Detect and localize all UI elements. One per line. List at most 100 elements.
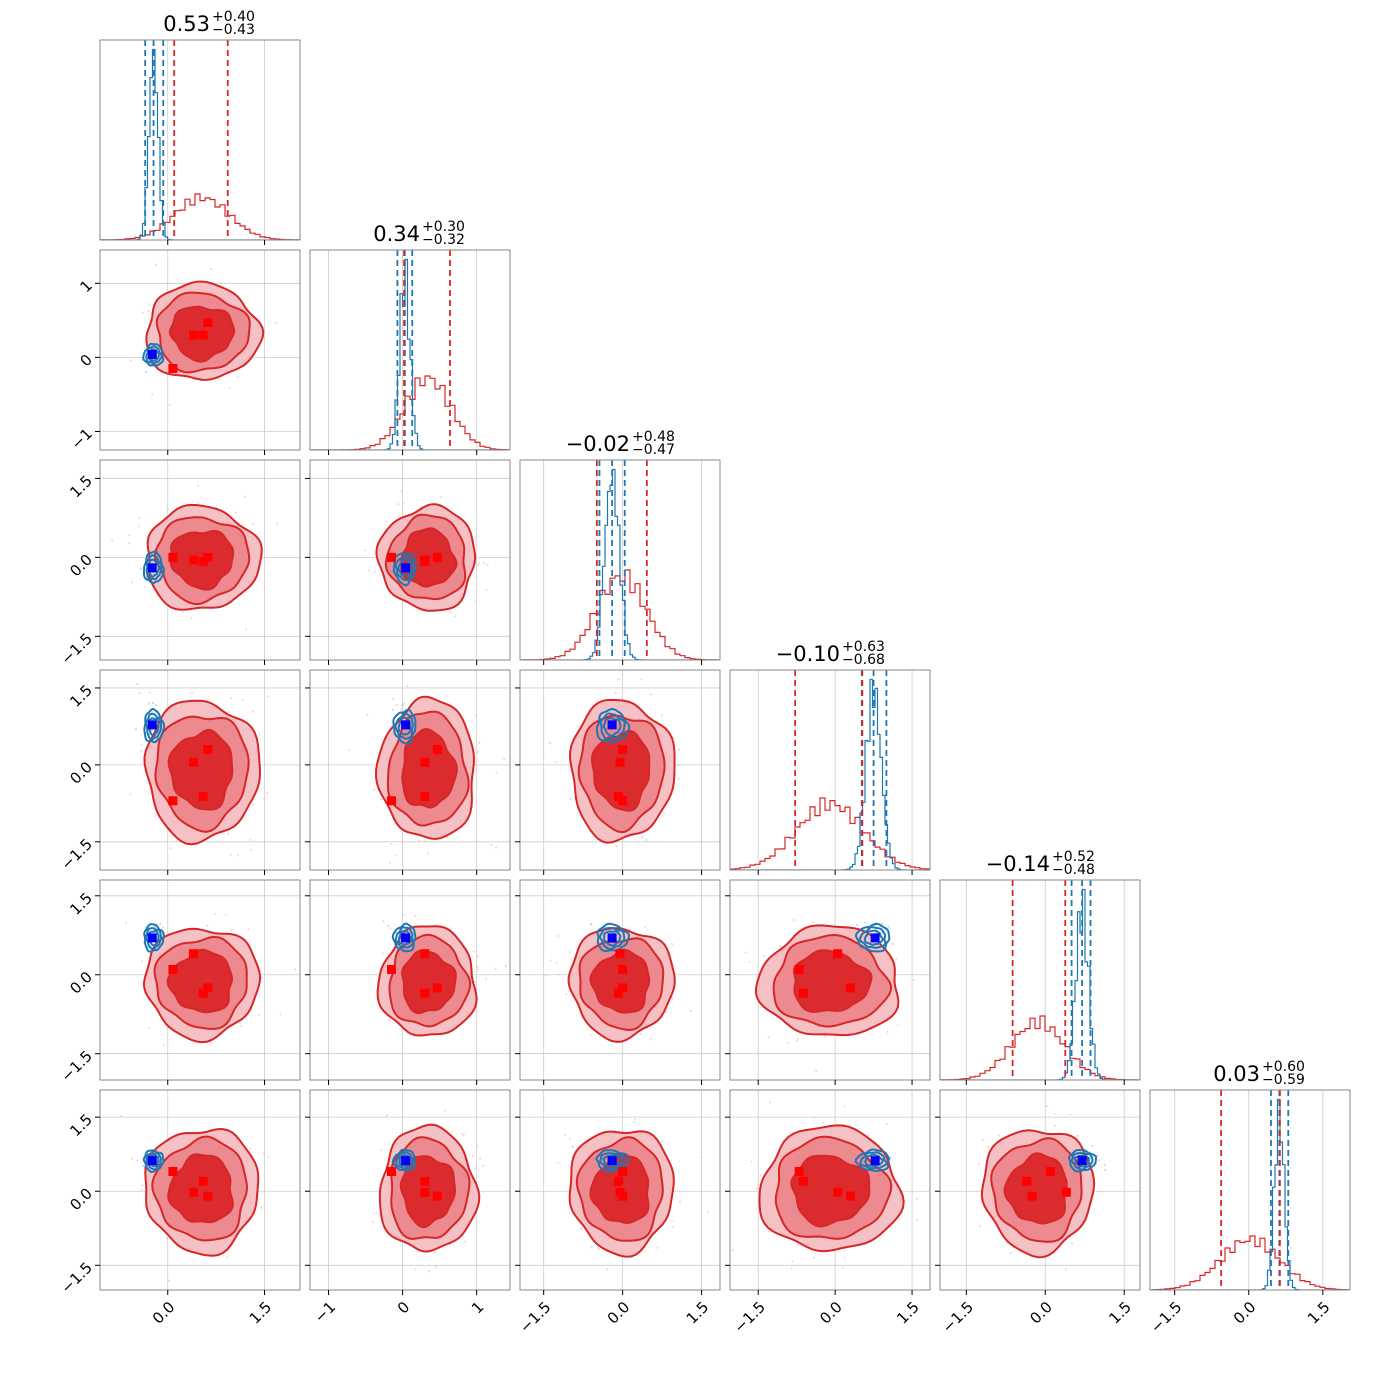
scatter-point bbox=[400, 490, 403, 493]
panel-title-5: 0.03 +0.60−0.59 bbox=[1213, 1059, 1305, 1088]
histogram-panel-2 bbox=[519, 459, 721, 665]
histogram-panel-4 bbox=[939, 879, 1141, 1085]
scatter-point bbox=[779, 944, 782, 947]
y-tick-label: −1.5 bbox=[58, 835, 96, 873]
contour-secondary bbox=[859, 1151, 888, 1170]
scatter-point bbox=[138, 692, 141, 695]
panel-content bbox=[120, 1114, 270, 1282]
scatter-point bbox=[1069, 1113, 1072, 1116]
scatter-point bbox=[597, 1248, 600, 1251]
marker-secondary bbox=[607, 720, 617, 730]
x-tick-label: 0.0 bbox=[149, 1298, 179, 1328]
scatter-point bbox=[892, 942, 895, 945]
panel-frame bbox=[519, 459, 721, 661]
scatter-point bbox=[671, 1226, 674, 1229]
y-tick-label: −1 bbox=[68, 425, 96, 453]
marker-secondary bbox=[607, 1156, 617, 1166]
scatter-point bbox=[477, 562, 480, 565]
x-tick-label: −1.5 bbox=[939, 1298, 977, 1336]
scatter-point bbox=[260, 976, 263, 979]
scatter-point bbox=[380, 798, 383, 801]
scatter-point bbox=[226, 1256, 229, 1259]
scatter-point bbox=[790, 1267, 793, 1270]
scatter-point bbox=[843, 1105, 846, 1108]
scatter-point bbox=[390, 842, 393, 845]
marker-primary bbox=[386, 552, 396, 562]
marker-primary bbox=[1046, 1166, 1056, 1176]
marker-primary bbox=[1027, 1191, 1037, 1201]
scatter-point bbox=[568, 951, 571, 954]
histogram-primary bbox=[100, 193, 300, 240]
density-panel-5-3 bbox=[725, 1089, 931, 1295]
scatter-point bbox=[824, 1035, 827, 1038]
histogram-primary bbox=[1150, 1235, 1350, 1290]
scatter-point bbox=[111, 539, 114, 542]
marker-secondary bbox=[401, 720, 411, 730]
x-tick-label: −1.5 bbox=[1147, 1298, 1185, 1336]
scatter-point bbox=[596, 1246, 599, 1249]
marker-primary bbox=[846, 1191, 856, 1201]
scatter-point bbox=[486, 563, 489, 566]
contour-primary-inner bbox=[401, 949, 457, 1015]
scatter-point bbox=[242, 698, 245, 701]
scatter-point bbox=[864, 921, 867, 924]
scatter-point bbox=[125, 921, 128, 924]
scatter-point bbox=[210, 268, 213, 271]
scatter-point bbox=[614, 692, 617, 695]
scatter-point bbox=[130, 1157, 133, 1160]
panel-background bbox=[1150, 1090, 1350, 1290]
density-panel-4-3 bbox=[725, 879, 931, 1085]
panel-frame bbox=[309, 1089, 511, 1291]
scatter-point bbox=[1091, 1144, 1094, 1147]
x-tick-label: 0 bbox=[394, 1298, 413, 1317]
marker-primary bbox=[420, 792, 430, 802]
panel-frame bbox=[99, 1089, 301, 1291]
scatter-point bbox=[590, 922, 593, 925]
scatter-point bbox=[168, 1279, 171, 1282]
marker-primary bbox=[198, 792, 208, 802]
marker-primary bbox=[386, 796, 396, 806]
contour-secondary bbox=[596, 922, 631, 952]
scatter-point bbox=[549, 959, 552, 962]
panel-frame bbox=[99, 39, 301, 241]
scatter-point bbox=[230, 697, 233, 700]
scatter-point bbox=[476, 968, 479, 971]
panel-content bbox=[130, 263, 277, 406]
marker-primary bbox=[432, 1191, 442, 1201]
title-median: −0.02 bbox=[566, 432, 630, 456]
scatter-point bbox=[279, 1013, 282, 1016]
panel-content bbox=[364, 460, 489, 618]
scatter-point bbox=[889, 1156, 892, 1159]
contour-secondary bbox=[143, 550, 165, 585]
scatter-point bbox=[485, 588, 488, 591]
scatter-point bbox=[557, 973, 560, 976]
scatter-point bbox=[787, 1042, 790, 1045]
marker-primary bbox=[618, 964, 628, 974]
histogram-secondary bbox=[520, 468, 720, 660]
scatter-point bbox=[643, 925, 646, 928]
title-plus: +0.40 bbox=[212, 9, 255, 25]
contour-primary-inner bbox=[167, 728, 234, 811]
scatter-point bbox=[664, 1011, 667, 1014]
scatter-point bbox=[182, 283, 185, 286]
marker-secondary bbox=[147, 349, 157, 359]
scatter-point bbox=[479, 1157, 482, 1160]
scatter-point bbox=[660, 714, 663, 717]
marker-secondary bbox=[607, 933, 617, 943]
scatter-point bbox=[161, 926, 164, 929]
scatter-point bbox=[503, 758, 506, 761]
scatter-point bbox=[555, 761, 558, 764]
marker-primary bbox=[618, 983, 628, 993]
density-panel-5-4 bbox=[935, 1089, 1141, 1295]
scatter-point bbox=[380, 1149, 383, 1152]
scatter-point bbox=[571, 1145, 574, 1148]
histogram-panel-0 bbox=[99, 39, 301, 245]
scatter-point bbox=[151, 702, 154, 705]
histogram-secondary bbox=[310, 258, 510, 450]
scatter-point bbox=[134, 728, 137, 731]
contour-secondary bbox=[143, 923, 165, 953]
marker-primary bbox=[386, 964, 396, 974]
scatter-point bbox=[617, 678, 620, 681]
scatter-point bbox=[504, 965, 507, 968]
contour-secondary bbox=[602, 717, 622, 737]
